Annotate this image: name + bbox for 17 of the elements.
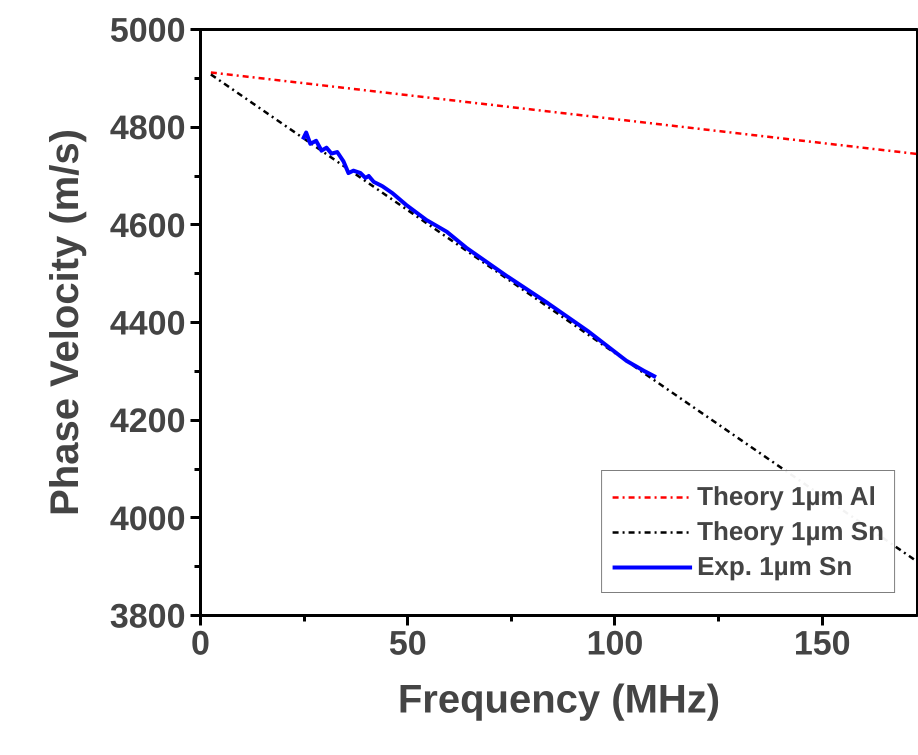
line-series (300, 130, 658, 380)
y-tick-label: 4800 (110, 109, 186, 148)
x-axis-title: Frequency (MHz) (398, 678, 720, 722)
y-tick-label: 4000 (110, 500, 186, 538)
x-tick-label: 0 (191, 624, 210, 662)
y-tick-label: 4600 (110, 206, 186, 245)
y-tick-label: 5000 (110, 12, 186, 50)
y-axis-title: Phase Velocity (m/s) (42, 129, 87, 516)
x-tick-label: 50 (388, 624, 427, 662)
y-tick-label: 4400 (110, 304, 186, 342)
y-tick-label: 3800 (110, 598, 186, 636)
legend-label: Exp. 1µm Sn (697, 551, 852, 582)
x-tick-label: 150 (794, 624, 851, 662)
y-tick-label: 4200 (110, 402, 186, 440)
legend-label: Theory 1µm Al (697, 481, 876, 512)
legend-label: Theory 1µm Sn (697, 516, 884, 547)
x-tick-label: 100 (586, 624, 644, 662)
